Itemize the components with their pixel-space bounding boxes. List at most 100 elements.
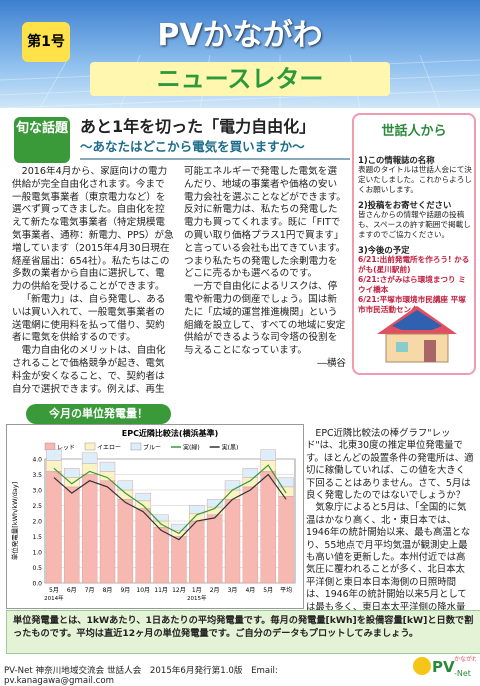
x-tick-label: 2月: [210, 587, 220, 594]
bar-segment: [206, 514, 223, 584]
x-tick-label: 5月: [263, 587, 273, 594]
y-tick-label: 2.0: [32, 519, 42, 526]
x-tick-label: 4月: [245, 587, 255, 594]
subtitle: ニュースレター: [90, 62, 390, 96]
issue-badge: 第1号: [22, 22, 70, 62]
bar-segment: [99, 480, 116, 584]
item-text: 皆さんからの情報や話題の投稿も、スペースの許す範囲で掲載しますのでご協力ください…: [358, 210, 471, 239]
bar-segment: [117, 499, 134, 584]
footer: PV-Net 神奈川地域交流会 世話人会 2015年6月発行第1.0版 Emai…: [4, 666, 278, 686]
bar-segment: [64, 486, 80, 584]
bar-segment: [135, 508, 151, 584]
x-tick-label: 平均: [280, 586, 292, 594]
bar-segment: [189, 505, 205, 514]
bar-segment: [171, 523, 187, 531]
y-tick-label: 0.0: [32, 581, 42, 588]
chart-title: EPC近隣比較法(横浜基準): [122, 428, 219, 438]
section-title: 今月の単位発電量！: [26, 404, 171, 424]
bar-segment: [153, 526, 169, 584]
x-tick-label: 6月: [67, 587, 77, 594]
paragraph: 「新電力」は、自ら発電し、あるいは買い入れて、一般電気事業者の送電網に使用料を払…: [12, 293, 166, 344]
bar-segment: [260, 449, 276, 461]
paragraph: 2016年4月から、家庭向けの電力供給が完全自由化されます。今まで一般電気事業者…: [12, 166, 174, 293]
legend-label: 実(黒): [222, 444, 239, 452]
signature: ―横谷: [317, 357, 346, 369]
bar-segment: [242, 486, 259, 584]
bar-segment: [117, 480, 134, 491]
bar-segment: [153, 514, 169, 522]
x-tick-label: 12月: [172, 587, 186, 594]
item-heading: 2)投稿をお寄せください: [358, 200, 452, 210]
y-tick-label: 4.0: [32, 457, 42, 464]
article-body: 2016年4月から、家庭向けの電力供給が完全自由化されます。今まで一般電気事業者…: [12, 166, 346, 400]
bar-segment: [81, 452, 98, 464]
x-tick-label: 3月: [228, 587, 238, 594]
line-series: [53, 464, 287, 535]
headline: あと1年を切った「電力自由化」: [80, 117, 316, 136]
logo-net: -Net: [454, 669, 471, 678]
x-tick-label: 5月: [49, 587, 59, 594]
x-tick-label: 7月: [85, 587, 95, 594]
x-tick-label: 9月: [120, 587, 130, 594]
logo-main: PV: [432, 658, 455, 676]
chart-frame: EPC近隣比較法(横浜基準) 0.0 0.5 1.0 1.5 2.0 2.5 3.0 3.5 4.…: [6, 424, 304, 609]
bar-segment: [224, 480, 241, 491]
bar-segment: [224, 499, 241, 584]
paragraph: 気象庁によると5月は、「全国的に気温はかなり高く、北・東日本では、1946年の統…: [306, 502, 471, 625]
legend-swatch: [84, 442, 96, 451]
y-tick-label: 3.0: [32, 488, 42, 495]
paragraph: EPC近隣比較法の棒グラフ"レッド"は、北東30度の推定単位発電量です。ほとんど…: [306, 428, 474, 502]
legend-swatch: [44, 442, 56, 451]
schedule: 6/21:出前発電所を作ろう! かるがも(星川駅前): [358, 255, 470, 274]
bar-segment: [189, 520, 205, 584]
bar-segment: [135, 492, 151, 502]
y-tick-label: 1.0: [32, 550, 42, 557]
topic-tag: 旬な話題: [14, 117, 70, 163]
sidebar-content: 1)この情報誌の名称 表題のタイトルは世話人会にて決定いたしました。これからよろ…: [358, 150, 472, 315]
y-tick-label: 2.5: [32, 503, 42, 510]
x-tick-label: 10月: [136, 587, 150, 594]
schedule: 6/21:さがみはら環境まつり ミウイ橋本: [358, 275, 466, 294]
chart: EPC近隣比較法(横浜基準) 0.0 0.5 1.0 1.5 2.0 2.5 3.0 3.5 4.…: [10, 428, 296, 602]
note-box: 単位発電量とは、1kWあたり、1日あたりの平均発電量です。毎月の発電量[kWh]…: [6, 610, 480, 654]
bar-segment: [260, 471, 276, 584]
bar-segment: [242, 468, 259, 478]
bar-segment: [206, 499, 223, 508]
bar-segment: [46, 449, 62, 461]
y-tick-label: 0.5: [32, 565, 42, 572]
logo: PV かながわ -Net: [413, 655, 476, 678]
y-axis-label: 単位発電量[kWh/kW/day]: [10, 482, 19, 560]
bar-segment: [46, 460, 62, 472]
bar-segment: [99, 461, 116, 472]
subheadline: ～あなたはどこから電気を買いますか～: [80, 136, 350, 160]
year-label: 2015年: [187, 594, 207, 602]
bar-segment: [64, 468, 80, 478]
paragraph: 一方で自由化によるリスクは、停電や新電力の倒産でしょう。国は新たに「広域的運営推…: [184, 281, 346, 357]
x-tick-label: 8月: [103, 587, 113, 594]
legend-label: ブルー: [143, 444, 161, 452]
x-tick-label: 1月: [192, 587, 202, 594]
legend-label: 実(緑): [183, 444, 200, 452]
line-series: [53, 473, 287, 541]
bar-segment: [81, 474, 98, 584]
item-heading: 3)今後の予定: [358, 245, 410, 255]
sidebar-title: 世話人から: [381, 124, 447, 139]
chart-commentary: EPC近隣比較法の棒グラフ"レッド"は、北東30度の推定単位発電量です。ほとんど…: [306, 428, 474, 627]
x-tick-label: 11月: [154, 587, 168, 594]
schedule: 6/21:平塚市環境市民講座 平塚市市民活動センタ: [358, 295, 466, 314]
y-tick-label: 1.5: [32, 534, 42, 541]
year-label: 2014年: [44, 594, 64, 602]
house-illustration: [377, 306, 457, 363]
bar-segment: [46, 471, 62, 584]
logo-sub: かながわ: [454, 655, 476, 663]
y-tick-label: 3.5: [32, 472, 42, 479]
legend-label: レッド: [57, 445, 75, 452]
legend-swatch: [130, 442, 142, 451]
bar-segment: [278, 495, 294, 584]
bar-segment: [171, 536, 187, 584]
legend-label: イエロー: [97, 445, 121, 452]
title: PVかながわ: [157, 18, 323, 53]
item-text: 表題のタイトルは世話人会にて決定いたしました。これからよろしくお願いします。: [358, 165, 472, 194]
paragraph: 電力自由化のメリットは、自由化されることで価格競争が起き、電気料金が安くなること…: [12, 166, 346, 395]
